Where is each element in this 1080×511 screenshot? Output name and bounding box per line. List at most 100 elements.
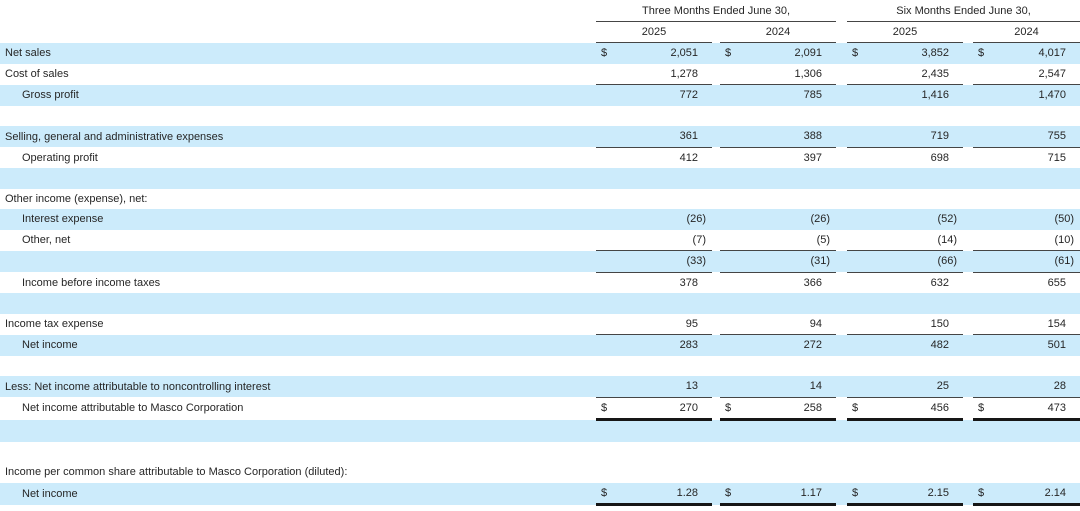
currency-symbol bbox=[596, 314, 624, 335]
value-cell bbox=[1001, 442, 1080, 463]
currency-symbol bbox=[973, 106, 1001, 127]
table-body: Net sales $2,051 $2,091 $3,852 $4,017 Cost of… bbox=[0, 42, 1080, 506]
value-cell bbox=[1001, 189, 1080, 210]
value-cell: 2,547 bbox=[1038, 67, 1067, 80]
column-gap bbox=[712, 482, 720, 505]
currency-symbol bbox=[596, 126, 624, 147]
column-gap bbox=[963, 334, 974, 356]
value-cell: (26) bbox=[748, 209, 837, 230]
table-row: Income per common share attributable to … bbox=[0, 462, 1080, 483]
value-cell bbox=[875, 419, 964, 442]
table-row: Other, net (7) (5) (14) (10) bbox=[0, 230, 1080, 251]
column-gap bbox=[963, 22, 973, 43]
table-row: Income before income taxes 378 366 632 655 bbox=[0, 271, 1080, 293]
value-cell: (5) bbox=[816, 233, 831, 246]
value-cell: 2,091 bbox=[748, 42, 837, 64]
value-cell: (66) bbox=[875, 250, 964, 272]
currency-symbol bbox=[847, 293, 876, 314]
value-cell: 270 bbox=[624, 396, 712, 421]
value-cell bbox=[1001, 168, 1080, 189]
currency-symbol: $ bbox=[596, 482, 624, 506]
currency-symbol bbox=[847, 250, 876, 272]
column-gap bbox=[963, 189, 973, 210]
row-label: Net sales bbox=[0, 42, 596, 64]
currency-symbol: $ bbox=[720, 42, 748, 64]
column-gap bbox=[836, 356, 847, 377]
spacer-row bbox=[0, 419, 1080, 442]
currency-symbol bbox=[847, 209, 876, 230]
currency-symbol: $ bbox=[720, 396, 748, 421]
table-row: Income tax expense 95 94 150 154 bbox=[0, 314, 1080, 335]
currency-symbol: $ bbox=[847, 396, 876, 421]
column-gap bbox=[963, 376, 974, 397]
year-header: 2025 bbox=[847, 21, 964, 43]
currency-symbol bbox=[973, 271, 1002, 293]
currency-symbol: $ bbox=[973, 396, 1002, 421]
currency-symbol bbox=[847, 189, 875, 210]
value-cell bbox=[624, 356, 712, 377]
currency-symbol bbox=[847, 356, 875, 377]
currency-symbol bbox=[596, 442, 624, 463]
value-cell: (10) bbox=[1054, 233, 1075, 246]
column-gap bbox=[712, 22, 720, 43]
value-cell bbox=[624, 106, 712, 127]
currency-symbol bbox=[720, 209, 748, 230]
value-cell: 25 bbox=[875, 376, 964, 397]
value-cell: 150 bbox=[930, 317, 950, 330]
column-gap bbox=[963, 209, 974, 230]
spacer-row bbox=[0, 356, 1080, 377]
currency-symbol bbox=[847, 376, 876, 397]
column-gap bbox=[836, 397, 847, 420]
period-header-six-months: Six Months Ended June 30, bbox=[847, 0, 1080, 22]
value-cell: 366 bbox=[748, 271, 837, 293]
currency-symbol bbox=[720, 64, 748, 85]
column-gap bbox=[712, 442, 720, 463]
table-row: Other income (expense), net: bbox=[0, 189, 1080, 210]
value-cell bbox=[875, 168, 964, 189]
column-gap bbox=[712, 42, 720, 64]
currency-symbol bbox=[720, 356, 748, 377]
column-gap bbox=[712, 106, 720, 127]
row-label: Selling, general and administrative expe… bbox=[0, 126, 596, 147]
spacer-row bbox=[0, 168, 1080, 189]
value-cell bbox=[1001, 419, 1080, 442]
row-label: Income tax expense bbox=[5, 318, 104, 330]
currency-symbol bbox=[973, 230, 1001, 251]
period-header-three-months: Three Months Ended June 30, bbox=[596, 0, 837, 22]
currency-symbol bbox=[596, 356, 624, 377]
value-cell: 1,470 bbox=[1001, 84, 1080, 106]
column-gap bbox=[963, 42, 974, 64]
currency-symbol bbox=[973, 419, 1002, 442]
row-label: Gross profit bbox=[0, 84, 596, 106]
value-cell: (31) bbox=[748, 250, 837, 272]
table-row: Selling, general and administrative expe… bbox=[0, 126, 1080, 147]
currency-symbol bbox=[596, 64, 624, 85]
value-cell: (61) bbox=[1001, 250, 1080, 272]
currency-symbol bbox=[720, 419, 748, 442]
value-cell: 272 bbox=[748, 334, 837, 356]
column-gap bbox=[712, 168, 720, 189]
column-gap bbox=[836, 442, 847, 463]
column-gap bbox=[836, 376, 848, 397]
currency-symbol bbox=[973, 442, 1001, 463]
currency-symbol bbox=[720, 442, 748, 463]
currency-symbol bbox=[847, 106, 875, 127]
column-gap bbox=[836, 334, 848, 356]
value-cell: 154 bbox=[1047, 317, 1067, 330]
value-cell: 772 bbox=[624, 84, 712, 106]
currency-symbol bbox=[973, 314, 1001, 335]
value-cell: 2,435 bbox=[921, 67, 950, 80]
currency-symbol bbox=[720, 334, 748, 356]
currency-symbol: $ bbox=[973, 482, 1002, 506]
currency-symbol bbox=[847, 64, 875, 85]
currency-symbol bbox=[973, 462, 1001, 483]
currency-symbol bbox=[973, 250, 1002, 272]
currency-symbol: $ bbox=[847, 42, 876, 64]
currency-symbol bbox=[596, 84, 624, 106]
currency-symbol: $ bbox=[847, 482, 876, 506]
year-header: 2025 bbox=[596, 21, 712, 43]
column-gap bbox=[963, 147, 973, 168]
value-cell: 28 bbox=[1001, 376, 1080, 397]
value-cell: (33) bbox=[624, 250, 712, 272]
table-row: Net income attributable to Masco Corpora… bbox=[0, 396, 1080, 421]
